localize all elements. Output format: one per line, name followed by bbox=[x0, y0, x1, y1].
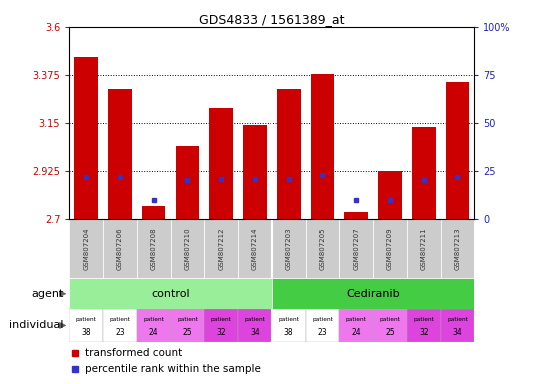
Text: patient: patient bbox=[379, 317, 400, 322]
Bar bbox=[243, 125, 266, 219]
Text: patient: patient bbox=[312, 317, 333, 322]
Text: GSM807203: GSM807203 bbox=[286, 227, 292, 270]
FancyBboxPatch shape bbox=[103, 219, 137, 278]
FancyBboxPatch shape bbox=[305, 219, 340, 278]
Text: GSM807213: GSM807213 bbox=[455, 227, 461, 270]
Text: GSM807212: GSM807212 bbox=[218, 227, 224, 270]
FancyBboxPatch shape bbox=[373, 219, 407, 278]
Bar bbox=[446, 82, 469, 219]
FancyBboxPatch shape bbox=[69, 278, 272, 309]
Text: individual: individual bbox=[10, 320, 64, 331]
Text: GSM807214: GSM807214 bbox=[252, 227, 258, 270]
FancyBboxPatch shape bbox=[238, 309, 272, 342]
FancyBboxPatch shape bbox=[204, 309, 238, 342]
FancyBboxPatch shape bbox=[272, 219, 305, 278]
FancyBboxPatch shape bbox=[441, 219, 474, 278]
FancyBboxPatch shape bbox=[137, 309, 171, 342]
FancyBboxPatch shape bbox=[171, 219, 204, 278]
Text: 38: 38 bbox=[82, 328, 91, 337]
Text: patient: patient bbox=[109, 317, 131, 322]
Title: GDS4833 / 1561389_at: GDS4833 / 1561389_at bbox=[199, 13, 344, 26]
Text: GSM807204: GSM807204 bbox=[83, 227, 89, 270]
Text: patient: patient bbox=[278, 317, 299, 322]
FancyBboxPatch shape bbox=[407, 309, 441, 342]
Text: 23: 23 bbox=[115, 328, 125, 337]
Text: 34: 34 bbox=[250, 328, 260, 337]
FancyBboxPatch shape bbox=[137, 219, 171, 278]
Text: 24: 24 bbox=[351, 328, 361, 337]
FancyBboxPatch shape bbox=[340, 309, 373, 342]
Bar bbox=[412, 127, 435, 219]
Bar bbox=[378, 171, 402, 219]
FancyBboxPatch shape bbox=[69, 219, 103, 278]
FancyBboxPatch shape bbox=[171, 309, 204, 342]
Text: 25: 25 bbox=[385, 328, 395, 337]
Text: 38: 38 bbox=[284, 328, 294, 337]
Bar bbox=[344, 212, 368, 219]
Bar bbox=[175, 146, 199, 219]
Text: patient: patient bbox=[76, 317, 96, 322]
Text: patient: patient bbox=[413, 317, 434, 322]
Text: patient: patient bbox=[447, 317, 468, 322]
FancyBboxPatch shape bbox=[305, 309, 340, 342]
Text: 24: 24 bbox=[149, 328, 158, 337]
Text: Cediranib: Cediranib bbox=[346, 289, 400, 299]
Text: 32: 32 bbox=[216, 328, 226, 337]
Text: 34: 34 bbox=[453, 328, 462, 337]
FancyBboxPatch shape bbox=[69, 309, 103, 342]
Text: GSM807211: GSM807211 bbox=[421, 227, 427, 270]
Text: GSM807210: GSM807210 bbox=[184, 227, 190, 270]
Bar bbox=[108, 89, 132, 219]
Text: transformed count: transformed count bbox=[85, 348, 183, 358]
Text: 23: 23 bbox=[318, 328, 327, 337]
Text: GSM807207: GSM807207 bbox=[353, 227, 359, 270]
Text: patient: patient bbox=[177, 317, 198, 322]
FancyBboxPatch shape bbox=[103, 309, 137, 342]
FancyBboxPatch shape bbox=[407, 219, 441, 278]
Text: patient: patient bbox=[143, 317, 164, 322]
Text: 32: 32 bbox=[419, 328, 429, 337]
Bar bbox=[75, 57, 98, 219]
Text: GSM807209: GSM807209 bbox=[387, 227, 393, 270]
Text: GSM807206: GSM807206 bbox=[117, 227, 123, 270]
Bar bbox=[142, 206, 165, 219]
FancyBboxPatch shape bbox=[441, 309, 474, 342]
FancyBboxPatch shape bbox=[340, 219, 373, 278]
Text: percentile rank within the sample: percentile rank within the sample bbox=[85, 364, 261, 374]
FancyBboxPatch shape bbox=[238, 219, 272, 278]
FancyBboxPatch shape bbox=[373, 309, 407, 342]
Text: 25: 25 bbox=[183, 328, 192, 337]
FancyBboxPatch shape bbox=[272, 309, 305, 342]
Bar bbox=[277, 89, 301, 219]
Text: patient: patient bbox=[211, 317, 232, 322]
Text: control: control bbox=[151, 289, 190, 299]
Text: GSM807208: GSM807208 bbox=[151, 227, 157, 270]
Text: patient: patient bbox=[346, 317, 367, 322]
FancyBboxPatch shape bbox=[272, 278, 474, 309]
Bar bbox=[209, 108, 233, 219]
FancyBboxPatch shape bbox=[204, 219, 238, 278]
Text: GSM807205: GSM807205 bbox=[319, 227, 326, 270]
Bar bbox=[311, 74, 334, 219]
Text: agent: agent bbox=[31, 289, 64, 299]
Text: patient: patient bbox=[245, 317, 265, 322]
